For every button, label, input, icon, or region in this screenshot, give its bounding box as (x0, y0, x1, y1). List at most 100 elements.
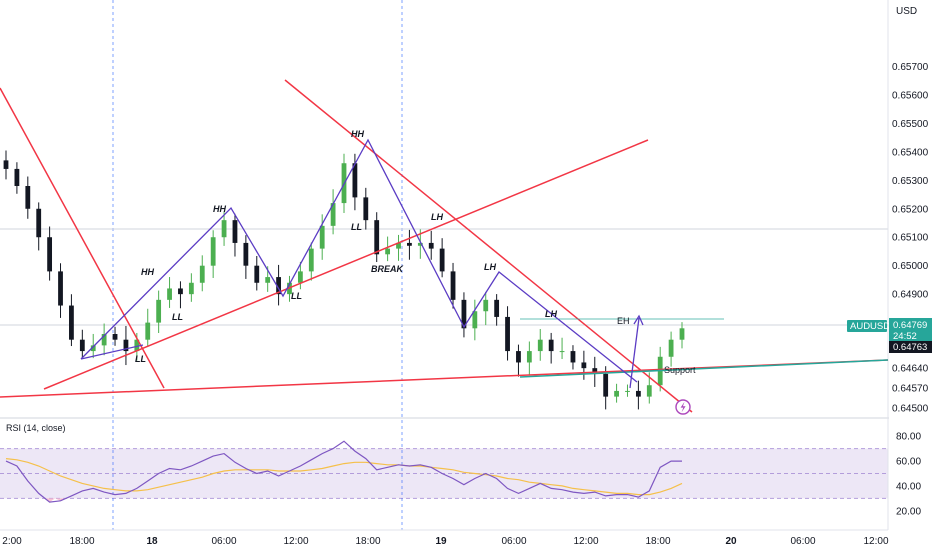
time-tick-label: 06:00 (501, 536, 526, 547)
candle-bull (385, 248, 391, 255)
rsi-tick-label: 20.00 (896, 506, 921, 517)
support-label: Support (664, 365, 696, 375)
pivot-label-hh: HH (141, 267, 154, 277)
candle-bull (319, 225, 325, 249)
price-tick-labels: 0.65700 0.65600 0.65500 0.65400 0.65300 0.652… (892, 62, 929, 415)
candle-bear (494, 299, 500, 317)
candle-bull (537, 339, 543, 352)
price-tick-label: 0.65400 (892, 147, 929, 158)
candle-bear (254, 265, 260, 283)
candle-bear (635, 390, 641, 397)
symbol-tag (847, 320, 887, 332)
pivot-label-hh: HH (351, 129, 364, 139)
candle-bull (614, 390, 619, 397)
pivot-label-ll: LL (351, 222, 362, 232)
candle-bear (505, 316, 510, 352)
rsi-oversold-fill (44, 498, 66, 503)
candle-bull (417, 242, 423, 246)
candle-bear (79, 339, 85, 352)
candle-bear (363, 197, 369, 221)
time-tick-label: 12:00 (573, 536, 598, 547)
candle-bear (123, 339, 129, 352)
candle-bear (461, 299, 467, 329)
time-tick-label: 18:00 (69, 536, 94, 547)
low-connector (80, 344, 144, 360)
currency-label: USD (896, 6, 917, 17)
pivot-label-lh: LH (431, 212, 443, 222)
countdown-text: 24:52 (893, 331, 917, 342)
price-tick-label: 0.64640 (892, 364, 929, 375)
price-tick-label: 0.64500 (892, 404, 929, 415)
candle-bull (199, 265, 205, 283)
time-tick-labels: 2:00 18:00 18 06:00 12:00 18:00 19 06:00 12:00 18… (2, 536, 889, 547)
time-tick-label: 18:00 (355, 536, 380, 547)
candle-bull (668, 339, 674, 357)
price-axis[interactable] (889, 0, 932, 530)
candle-bull (134, 339, 140, 352)
candle-bear (58, 271, 63, 306)
candle-bear (439, 248, 445, 272)
candle-bull (646, 385, 652, 397)
price-tick-label: 0.65500 (892, 119, 929, 130)
pivot-label-hh: HH (213, 204, 226, 214)
annotations-layer: HH HH HH LL LL LL LL BREAK LH LH LH EH S… (0, 79, 889, 415)
candle-bull (210, 237, 216, 266)
candle-bear (407, 242, 412, 246)
pivot-label-ll: LL (172, 312, 183, 322)
candle-bear (516, 351, 521, 363)
time-tick-label: 2:00 (2, 536, 22, 547)
candle-bear (352, 163, 358, 198)
price-tick-label: 0.65000 (892, 261, 929, 272)
candle-bull (330, 203, 336, 226)
pivot-label-break: BREAK (371, 264, 405, 274)
lightning-icon[interactable] (675, 399, 691, 415)
candle-bull (297, 271, 303, 283)
candle-bear (450, 271, 456, 300)
candle-bull (145, 322, 151, 340)
symbol-tag-text: AUDUSD (850, 321, 890, 332)
candle-bull (308, 248, 314, 272)
price-tick-label: 0.64900 (892, 290, 929, 301)
breakout-arrow-line (629, 317, 640, 389)
candle-bull (265, 277, 271, 283)
secondary-price-tag (889, 341, 932, 353)
time-tick-label: 18:00 (645, 536, 670, 547)
price-tick-label: 0.65300 (892, 176, 929, 187)
candle-bear (276, 277, 281, 295)
time-tick-label: 19 (435, 536, 447, 547)
candle-bear (428, 242, 434, 249)
candle-bear (178, 288, 183, 295)
candle-bear (14, 168, 20, 186)
price-tick-label: 0.65200 (892, 204, 929, 215)
pivot-label-eh: EH (617, 316, 630, 326)
price-tick-label: 0.64570 (892, 384, 929, 395)
time-axis[interactable] (0, 531, 888, 550)
candle-bear (25, 186, 31, 209)
candle-bull (526, 351, 532, 363)
rising-trend-line (43, 139, 649, 390)
rsi-tick-label: 40.00 (896, 481, 921, 492)
secondary-price-text: 0.64763 (893, 342, 927, 353)
candle-bull (156, 299, 162, 323)
candle-bear (69, 305, 74, 340)
rsi-ma-line (5, 458, 683, 496)
candle-bull (188, 282, 194, 295)
time-tick-label: 18 (146, 536, 158, 547)
last-price-text: 0.64769 (893, 320, 927, 331)
candle-bear (570, 351, 576, 363)
candle-bear (592, 368, 598, 374)
candle-bear (36, 208, 42, 238)
rsi-title: RSI (14, close) (6, 423, 66, 433)
downtrend-line-left (0, 87, 165, 389)
pivot-label-lh: LH (545, 309, 557, 319)
candle-bear (112, 334, 118, 340)
breakout-arrow-head (633, 314, 644, 326)
candle-bear (3, 160, 9, 169)
time-tick-label: 12:00 (283, 536, 308, 547)
candle-bear (548, 339, 554, 352)
rsi-tick-label: 80.00 (896, 432, 921, 443)
candle-bull (679, 328, 685, 340)
candle-bear (374, 220, 380, 255)
